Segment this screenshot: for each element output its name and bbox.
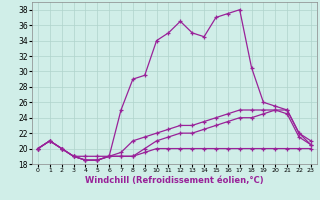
X-axis label: Windchill (Refroidissement éolien,°C): Windchill (Refroidissement éolien,°C) [85,176,264,185]
